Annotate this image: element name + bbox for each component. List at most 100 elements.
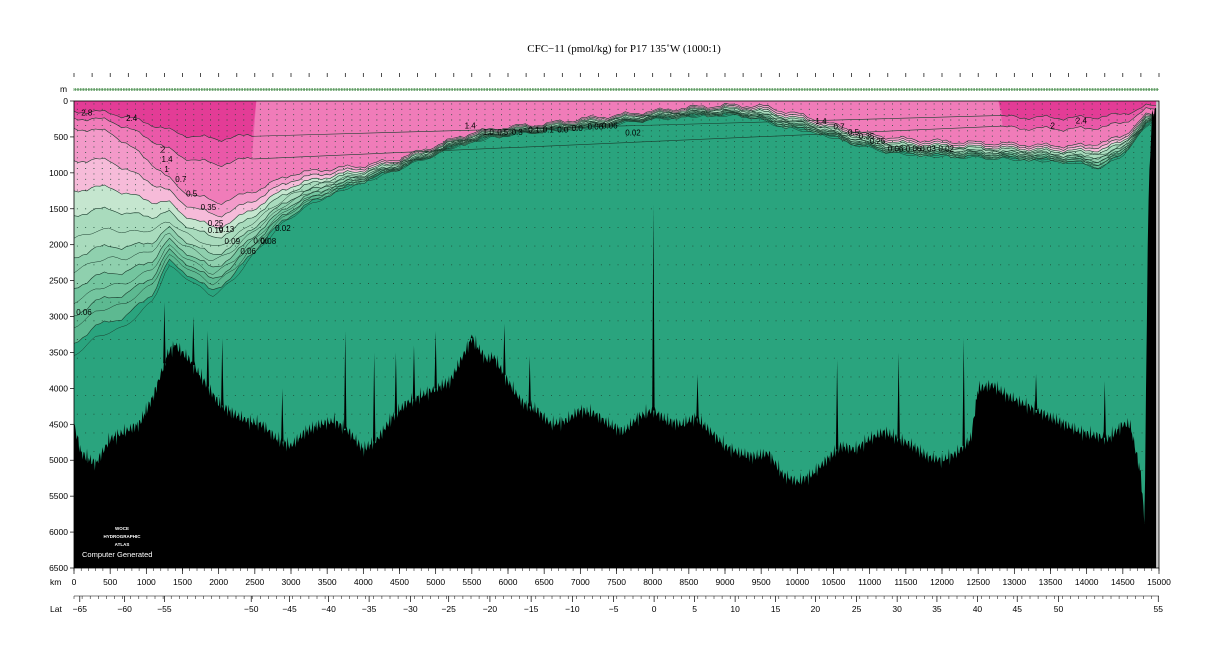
lat-tick-label: −60 xyxy=(117,604,132,614)
contour-label: 0.7 xyxy=(834,123,846,132)
lat-tick-label: 20 xyxy=(811,604,821,614)
x-tick-label: 3000 xyxy=(282,577,301,587)
x-tick-label: 13000 xyxy=(1003,577,1027,587)
contour-label: 0.13 xyxy=(219,225,235,234)
contour-label: 2 xyxy=(161,146,166,155)
y-tick-label: 6000 xyxy=(49,527,68,537)
watermark-line3: ATLAS xyxy=(115,542,130,547)
contour-label: 1.4 xyxy=(815,117,827,126)
x-tick-label: 7500 xyxy=(607,577,626,587)
lat-tick-label: 10 xyxy=(730,604,740,614)
contour-label: 0.06 xyxy=(906,144,922,153)
watermark-line2: HYDROGRAPHIC xyxy=(103,534,141,539)
y-tick-label: 1500 xyxy=(49,204,68,214)
contour-0.7 xyxy=(74,105,1159,229)
contour-2 xyxy=(74,107,1159,168)
bathymetry-spike xyxy=(1103,381,1106,438)
bathymetry-spike xyxy=(372,352,376,442)
lat-tick-label: 25 xyxy=(852,604,862,614)
x-tick-label: 5500 xyxy=(462,577,481,587)
x-tick-label: 11000 xyxy=(858,577,881,587)
lat-tick-label: −40 xyxy=(321,604,336,614)
bathymetry-spike xyxy=(897,352,900,439)
x-tick-label: 10000 xyxy=(786,577,810,587)
contour-2.4 xyxy=(74,103,1159,142)
lat-tick-label: −15 xyxy=(524,604,539,614)
lat-tick-label: −35 xyxy=(362,604,377,614)
watermark-line1: WOCE xyxy=(115,526,129,531)
x-tick-label: 14000 xyxy=(1075,577,1099,587)
watermark-line4: Computer Generated xyxy=(82,550,152,559)
lat-tick-label: −50 xyxy=(244,604,259,614)
bathymetry-spike xyxy=(412,345,416,400)
station-number-ticks xyxy=(73,73,1160,77)
contour-label: 0.02 xyxy=(275,224,291,233)
bathymetry-spike xyxy=(281,388,284,442)
bathymetry-spike xyxy=(394,352,398,414)
bathymetry-spike xyxy=(470,334,474,339)
x-tick-label: 2500 xyxy=(245,577,264,587)
latitude-label: Lat xyxy=(50,604,62,614)
woce-atlas-watermark: WOCE HYDROGRAPHIC ATLAS Computer Generat… xyxy=(82,526,152,559)
bathymetry-spike xyxy=(221,338,224,406)
contour-label: 1.0 xyxy=(483,128,495,137)
contour-label: 0.06 xyxy=(253,236,269,245)
contour-0.25 xyxy=(74,108,1159,259)
lat-tick-label: 50 xyxy=(1054,604,1064,614)
x-tick-label: 6000 xyxy=(499,577,518,587)
contour-1.4 xyxy=(74,102,1159,205)
lat-tick-label: −30 xyxy=(403,604,418,614)
contour-label: 1.4 xyxy=(465,121,477,130)
x-tick-label: 14500 xyxy=(1111,577,1135,587)
contour-label: 0.5 xyxy=(848,128,860,137)
land-mask xyxy=(1156,101,1159,568)
lat-tick-label: −65 xyxy=(73,604,88,614)
contour-label: 0.06 xyxy=(240,247,256,256)
x-tick-label: 12000 xyxy=(930,577,954,587)
depth-unit-label: m xyxy=(60,84,67,94)
lat-tick-label: −5 xyxy=(609,604,619,614)
contour-label: 0.02 xyxy=(938,144,954,153)
x-tick-label: 5000 xyxy=(426,577,445,587)
contour-label: 0.0 xyxy=(557,126,569,135)
bathymetry-spike xyxy=(192,316,195,366)
x-tick-label: 0 xyxy=(72,577,77,587)
y-tick-label: 4500 xyxy=(49,419,68,429)
x-tick-label: 500 xyxy=(103,577,117,587)
bathymetry-spike xyxy=(696,374,699,419)
contour-label: 0.09 xyxy=(225,237,241,246)
contour-label: 0.06 xyxy=(888,144,904,153)
contour-label: 1.4 xyxy=(162,155,174,164)
contour-label: 0.08 xyxy=(261,237,277,246)
x-tick-label: 1500 xyxy=(173,577,192,587)
contour-0.04 xyxy=(74,112,1159,329)
y-tick-label: 2000 xyxy=(49,240,68,250)
x-tick-label: 13500 xyxy=(1039,577,1063,587)
lat-tick-label: 5 xyxy=(692,604,697,614)
x-tick-label: 9000 xyxy=(716,577,735,587)
x-tick-label: 6500 xyxy=(535,577,554,587)
contour-label: 0.5 xyxy=(186,190,198,199)
lat-tick-label: 0 xyxy=(652,604,657,614)
bathymetry-spike xyxy=(434,330,437,389)
contour-0.19 xyxy=(74,110,1159,274)
x-tick-label: 10500 xyxy=(822,577,846,587)
bathymetry-spike xyxy=(835,359,839,450)
lat-tick-label: 55 xyxy=(1154,604,1164,614)
contour-label: 0.7 xyxy=(175,175,187,184)
y-tick-label: 0 xyxy=(63,96,68,106)
x-tick-label: 1000 xyxy=(137,577,156,587)
contour-label: 0.06 xyxy=(76,308,92,317)
bathymetry-spike xyxy=(962,338,965,446)
x-tick-label: 7000 xyxy=(571,577,590,587)
x-tick-label: 4500 xyxy=(390,577,409,587)
contour-0.35 xyxy=(74,108,1159,246)
y-tick-label: 3000 xyxy=(49,312,68,322)
contour-0.09 xyxy=(74,111,1159,304)
contour-label: 0.25 xyxy=(870,137,886,146)
band-2.4 xyxy=(74,101,1159,142)
bathymetry-spike xyxy=(503,323,506,375)
lat-tick-label: 45 xyxy=(1012,604,1022,614)
contour-label: 2 xyxy=(1051,121,1056,130)
